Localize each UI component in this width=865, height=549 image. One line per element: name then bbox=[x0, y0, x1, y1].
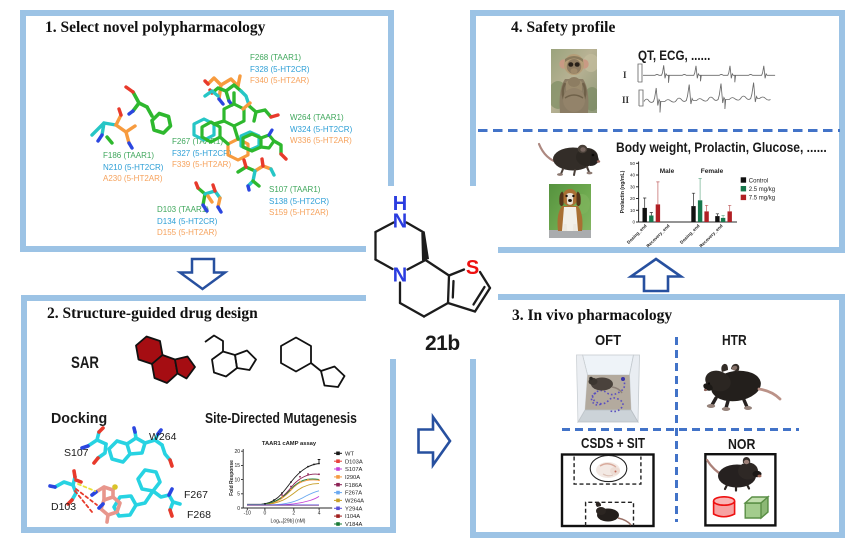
svg-text:Male: Male bbox=[660, 168, 675, 175]
svg-text:7.5 mg/kg: 7.5 mg/kg bbox=[749, 196, 775, 202]
svg-text:V184A: V184A bbox=[345, 522, 363, 528]
svg-text:20: 20 bbox=[234, 449, 240, 455]
svg-text:N: N bbox=[393, 211, 407, 233]
svg-text:Fold Response: Fold Response bbox=[229, 460, 235, 496]
svg-text:2.5 mg/kg: 2.5 mg/kg bbox=[749, 187, 775, 193]
svg-text:Prolactin (ng/mL): Prolactin (ng/mL) bbox=[620, 170, 626, 213]
svg-text:II: II bbox=[622, 95, 630, 105]
svg-text:I: I bbox=[623, 70, 627, 80]
svg-text:F186A: F186A bbox=[345, 483, 362, 489]
svg-text:Recovery_end: Recovery_end bbox=[645, 223, 670, 248]
svg-text:W264A: W264A bbox=[345, 499, 364, 505]
svg-text:20: 20 bbox=[630, 196, 636, 201]
svg-text:F267A: F267A bbox=[345, 491, 362, 497]
svg-text:Recovery_end: Recovery_end bbox=[698, 223, 723, 248]
svg-text:D103A: D103A bbox=[345, 459, 363, 465]
svg-text:Dosing_end: Dosing_end bbox=[679, 223, 701, 245]
svg-text:0: 0 bbox=[264, 511, 267, 517]
svg-text:5: 5 bbox=[237, 492, 240, 498]
svg-text:F267: F267 bbox=[184, 489, 208, 501]
svg-text:I290A: I290A bbox=[345, 475, 360, 481]
svg-text:10: 10 bbox=[630, 208, 636, 213]
svg-text:-10: -10 bbox=[244, 511, 251, 517]
svg-text:40: 40 bbox=[630, 173, 636, 178]
svg-text:50: 50 bbox=[630, 161, 636, 166]
svg-text:Y294A: Y294A bbox=[345, 506, 363, 512]
svg-text:I104A: I104A bbox=[345, 514, 360, 520]
svg-text:10: 10 bbox=[234, 477, 240, 483]
svg-text:H: H bbox=[393, 193, 407, 215]
svg-text:4: 4 bbox=[318, 511, 321, 517]
svg-text:S: S bbox=[466, 257, 479, 279]
svg-text:N: N bbox=[393, 265, 407, 287]
svg-text:30: 30 bbox=[630, 184, 636, 189]
svg-text:2: 2 bbox=[292, 511, 295, 517]
svg-text:Control: Control bbox=[749, 178, 768, 184]
svg-text:WT: WT bbox=[345, 451, 354, 457]
svg-text:0: 0 bbox=[237, 506, 240, 512]
svg-text:S107: S107 bbox=[64, 447, 89, 459]
svg-text:15: 15 bbox=[234, 463, 240, 469]
svg-text:D103: D103 bbox=[51, 501, 76, 513]
svg-text:0: 0 bbox=[632, 220, 635, 225]
svg-text:Log₁₀[29b] (nM): Log₁₀[29b] (nM) bbox=[271, 519, 306, 525]
svg-text:TAAR1 cAMP assay: TAAR1 cAMP assay bbox=[262, 441, 317, 447]
svg-text:W264: W264 bbox=[149, 431, 177, 443]
svg-text:S107A: S107A bbox=[345, 467, 363, 473]
svg-text:Female: Female bbox=[701, 168, 724, 175]
svg-text:F268: F268 bbox=[187, 509, 211, 521]
svg-text:Dosing_end: Dosing_end bbox=[626, 223, 648, 245]
